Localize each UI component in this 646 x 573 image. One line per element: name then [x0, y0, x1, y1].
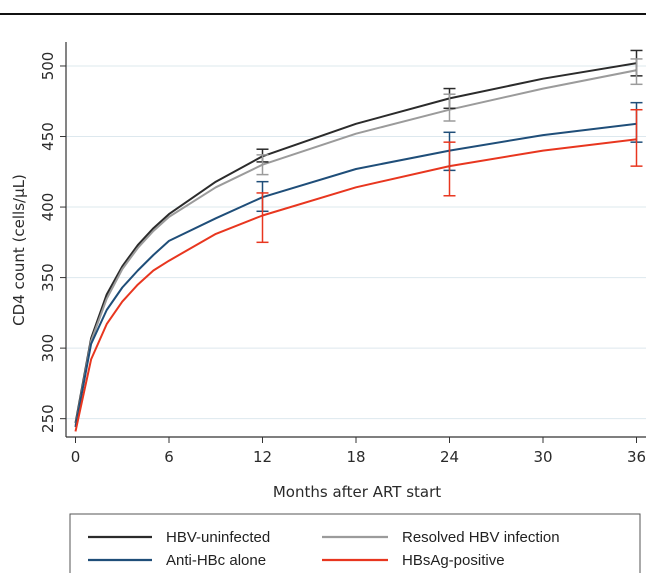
legend-label: HBsAg-positive: [402, 552, 505, 569]
y-axis-ticks: 250 300 350 400 450 500: [39, 52, 66, 433]
y-axis-title: CD4 count (cells/μL): [10, 174, 28, 326]
series-lines: [74, 62, 637, 432]
x-axis-title: Months after ART start: [273, 483, 441, 501]
y-tick-label: 300: [39, 334, 57, 363]
axes: [65, 42, 646, 438]
error-bars: [256, 49, 643, 244]
x-tick-label: 36: [627, 448, 646, 466]
series-line: [74, 62, 637, 424]
y-tick-label: 450: [39, 122, 57, 151]
x-axis-ticks: 0 6 12 18 24 30 36: [71, 437, 646, 466]
series-line: [74, 138, 637, 432]
y-tick-label: 350: [39, 263, 57, 292]
grid-lines: [66, 65, 646, 420]
legend-label: Anti-HBc alone: [166, 552, 266, 569]
legend-label: Resolved HBV infection: [402, 529, 560, 546]
y-tick-label: 250: [39, 404, 57, 433]
x-tick-label: 24: [440, 448, 459, 466]
x-tick-label: 18: [346, 448, 365, 466]
legend-box: [69, 513, 641, 573]
y-tick-label: 500: [39, 52, 57, 81]
x-tick-label: 30: [533, 448, 552, 466]
x-tick-label: 12: [253, 448, 272, 466]
x-tick-label: 6: [164, 448, 174, 466]
y-tick-label: 400: [39, 193, 57, 222]
series-line: [74, 122, 637, 428]
legend-label: HBV-uninfected: [166, 529, 270, 546]
legend: HBV-uninfected Resolved HBV infection Anti…: [88, 529, 560, 569]
x-tick-label: 0: [71, 448, 81, 466]
